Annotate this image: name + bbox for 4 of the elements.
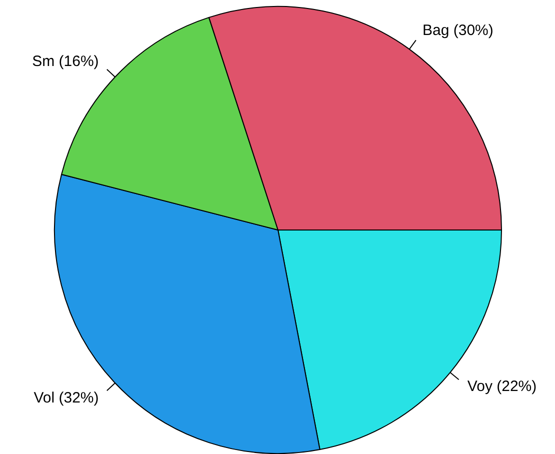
slice-label: Vol (32%) [34,389,99,406]
slice-label: Voy (22%) [467,378,537,395]
slice-label: Bag (30%) [422,22,494,40]
slice-label: Sm (16%) [32,52,99,70]
